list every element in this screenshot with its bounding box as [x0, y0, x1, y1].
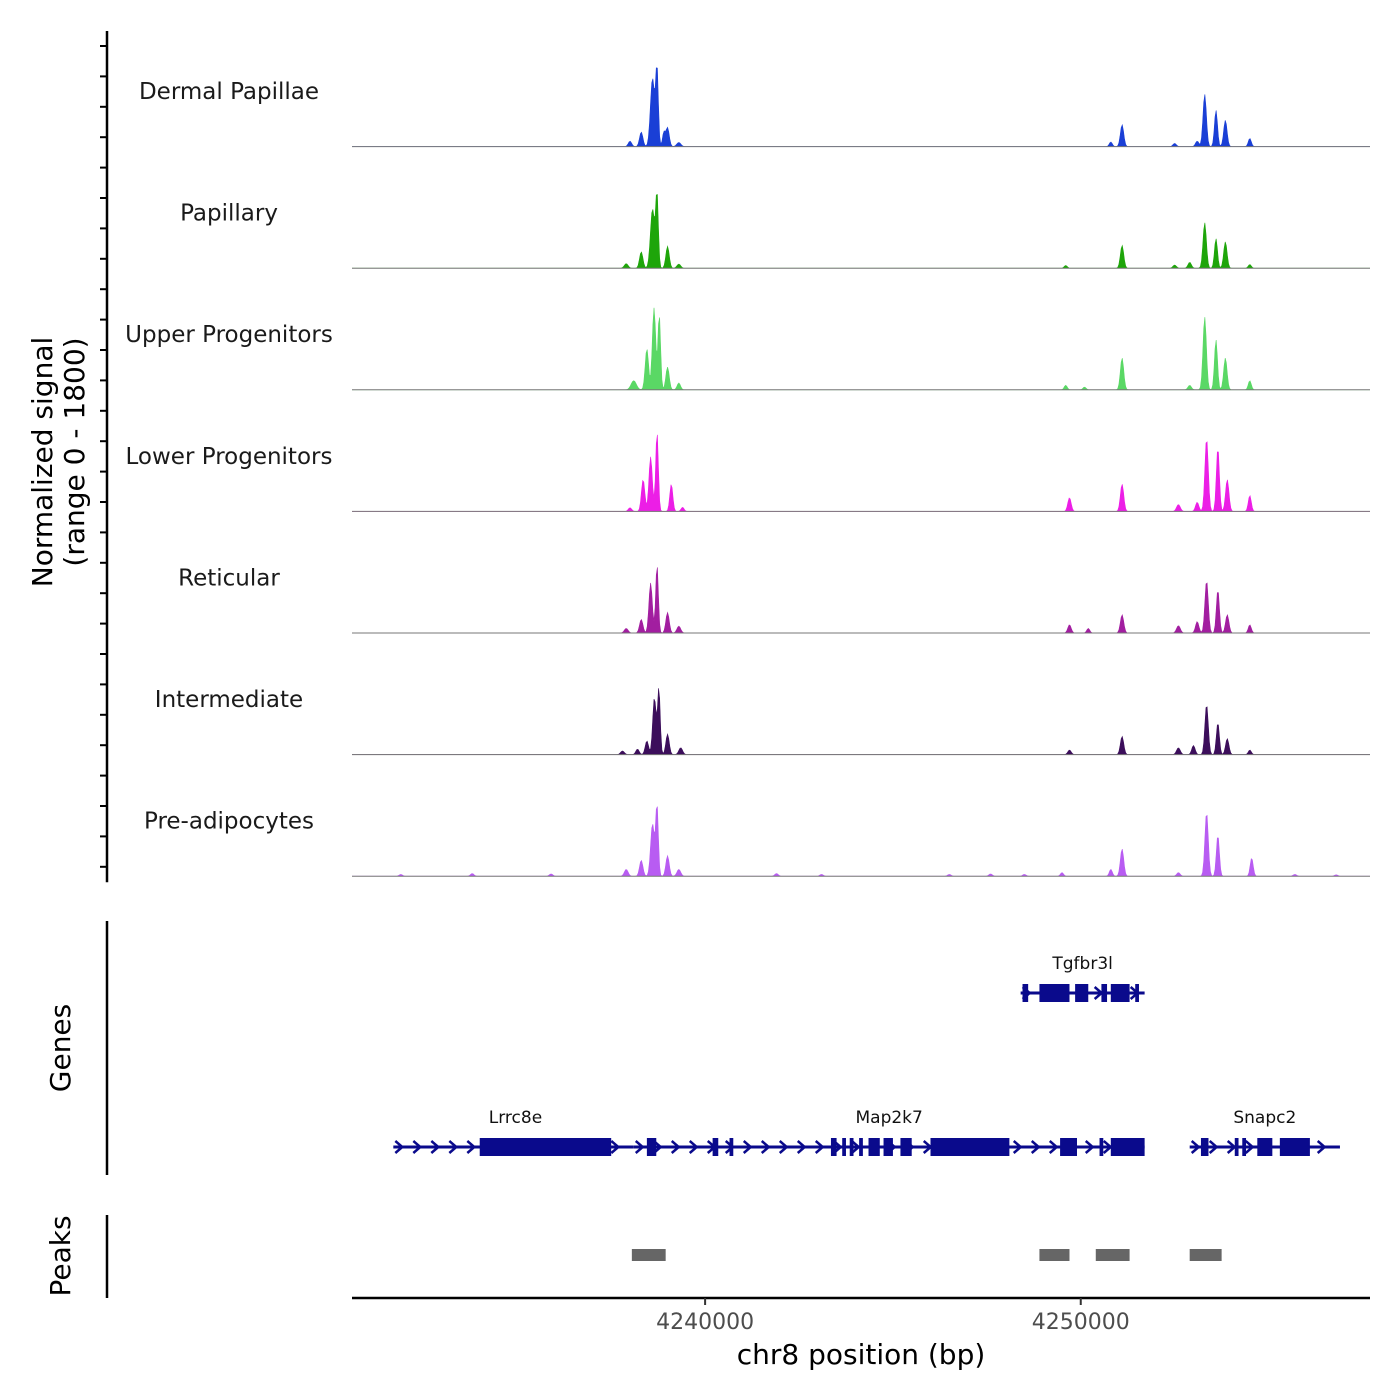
peak-region [1189, 1249, 1222, 1261]
coverage-area [352, 307, 1370, 391]
gene-exon [1257, 1138, 1273, 1156]
track-label: Lower Progenitors [126, 444, 333, 470]
strand-arrow [1012, 1140, 1023, 1154]
signal-y-axis [100, 31, 109, 883]
gene-exon [930, 1138, 1010, 1156]
strand-arrow [670, 1140, 681, 1154]
gene-exon [1099, 1138, 1104, 1156]
coverage-area [352, 434, 1370, 512]
coverage-track: Upper Progenitors [125, 307, 1370, 391]
gene-exon [849, 1138, 854, 1156]
strand-arrow [850, 1140, 861, 1154]
strand-arrow [1316, 1140, 1327, 1154]
coverage-track: Papillary [180, 194, 1370, 269]
strand-arrow [1244, 1140, 1255, 1154]
gene-exon [1200, 1138, 1209, 1156]
strand-arrow [1190, 1140, 1201, 1154]
strand-arrow [814, 1140, 825, 1154]
gene-exon [1110, 984, 1130, 1002]
gene-label: Tgfbr3l [1051, 954, 1112, 974]
gene-exon [868, 1138, 880, 1156]
peak-region [1039, 1249, 1070, 1261]
coverage-area [352, 194, 1370, 269]
track-label: Dermal Papillae [139, 79, 319, 105]
gene-exon [883, 1138, 893, 1156]
strand-arrow [394, 1140, 405, 1154]
peak-region [1095, 1249, 1130, 1261]
strand-arrow [634, 1140, 645, 1154]
strand-arrow [1208, 1140, 1219, 1154]
peak-region [631, 1249, 666, 1261]
gene-exon [1135, 984, 1139, 1002]
coverage-area [352, 806, 1370, 877]
strand-arrow [778, 1140, 789, 1154]
track-label: Pre-adipocytes [144, 809, 314, 835]
gene-exon [1039, 984, 1070, 1002]
gene-exon [646, 1138, 657, 1156]
strand-arrow [466, 1140, 477, 1154]
peak-track [631, 1249, 1222, 1261]
strand-arrow [1030, 1140, 1041, 1154]
gene-exon [1022, 984, 1029, 1002]
genes-axis-title: Genes [44, 1004, 77, 1092]
x-axis-title: chr8 position (bp) [737, 1338, 986, 1371]
gene-exon [1110, 1138, 1145, 1156]
gene-exon [712, 1138, 719, 1156]
coverage-area [352, 67, 1370, 147]
gene-exon [1242, 1138, 1247, 1156]
gene-label: Snapc2 [1233, 1108, 1296, 1128]
strand-arrow [448, 1140, 459, 1154]
coverage-track: Intermediate [155, 687, 1370, 756]
coverage-track: Dermal Papillae [139, 67, 1370, 148]
track-label: Upper Progenitors [125, 322, 333, 348]
gene-exon [729, 1138, 734, 1156]
gene-exon [1234, 1138, 1239, 1156]
signal-axis-title: Normalized signal [26, 337, 59, 588]
x-tick-label: 4240000 [656, 1310, 754, 1335]
strand-arrow [610, 1140, 621, 1154]
strand-arrow [760, 1140, 771, 1154]
gene-exon [830, 1138, 837, 1156]
strand-arrow [1226, 1140, 1237, 1154]
coverage-track: Pre-adipocytes [144, 806, 1370, 877]
strand-arrow [430, 1140, 441, 1154]
strand-arrow [1084, 1140, 1095, 1154]
gene-label: Map2k7 [855, 1108, 922, 1128]
strand-arrow [1048, 1140, 1059, 1154]
gene-exon [1060, 1138, 1077, 1156]
track-label: Papillary [180, 201, 278, 227]
coverage-area [352, 688, 1370, 755]
signal-axis-range: (range 0 - 1800) [58, 337, 91, 566]
x-tick-label: 4250000 [1032, 1310, 1130, 1335]
strand-arrow [688, 1140, 699, 1154]
strand-arrow [796, 1140, 807, 1154]
x-axis-ticks: 4240000 4250000 [656, 1298, 1130, 1335]
strand-arrow [412, 1140, 423, 1154]
peaks-axis-title: Peaks [44, 1215, 77, 1296]
gene-exon [1279, 1138, 1310, 1156]
gene-model: Snapc2 [1189, 1108, 1340, 1156]
gene-label: Lrrc8e [489, 1108, 542, 1128]
coverage-track: Lower Progenitors [126, 434, 1370, 512]
strand-arrow [1102, 1140, 1113, 1154]
coverage-track: Reticular [178, 565, 1370, 634]
gene-exon [1101, 984, 1108, 1002]
gene-model: Lrrc8e [393, 1108, 634, 1156]
gene-exon [900, 1138, 912, 1156]
gene-exon [479, 1138, 612, 1156]
gene-exon [1075, 984, 1089, 1002]
gene-track: Tgfbr3l Lrrc8e Map2k7 Snapc2 [393, 954, 1340, 1156]
gene-exon [859, 1138, 863, 1156]
track-label: Intermediate [155, 687, 303, 713]
track-label: Reticular [178, 565, 280, 591]
gene-exon [842, 1138, 846, 1156]
strand-arrow [742, 1140, 753, 1154]
gene-model: Map2k7 [633, 1108, 1145, 1156]
coverage-tracks: Dermal Papillae Papillary Upper Progenitor… [125, 67, 1370, 877]
gene-model: Tgfbr3l [1020, 954, 1145, 1002]
coverage-area [352, 567, 1370, 634]
